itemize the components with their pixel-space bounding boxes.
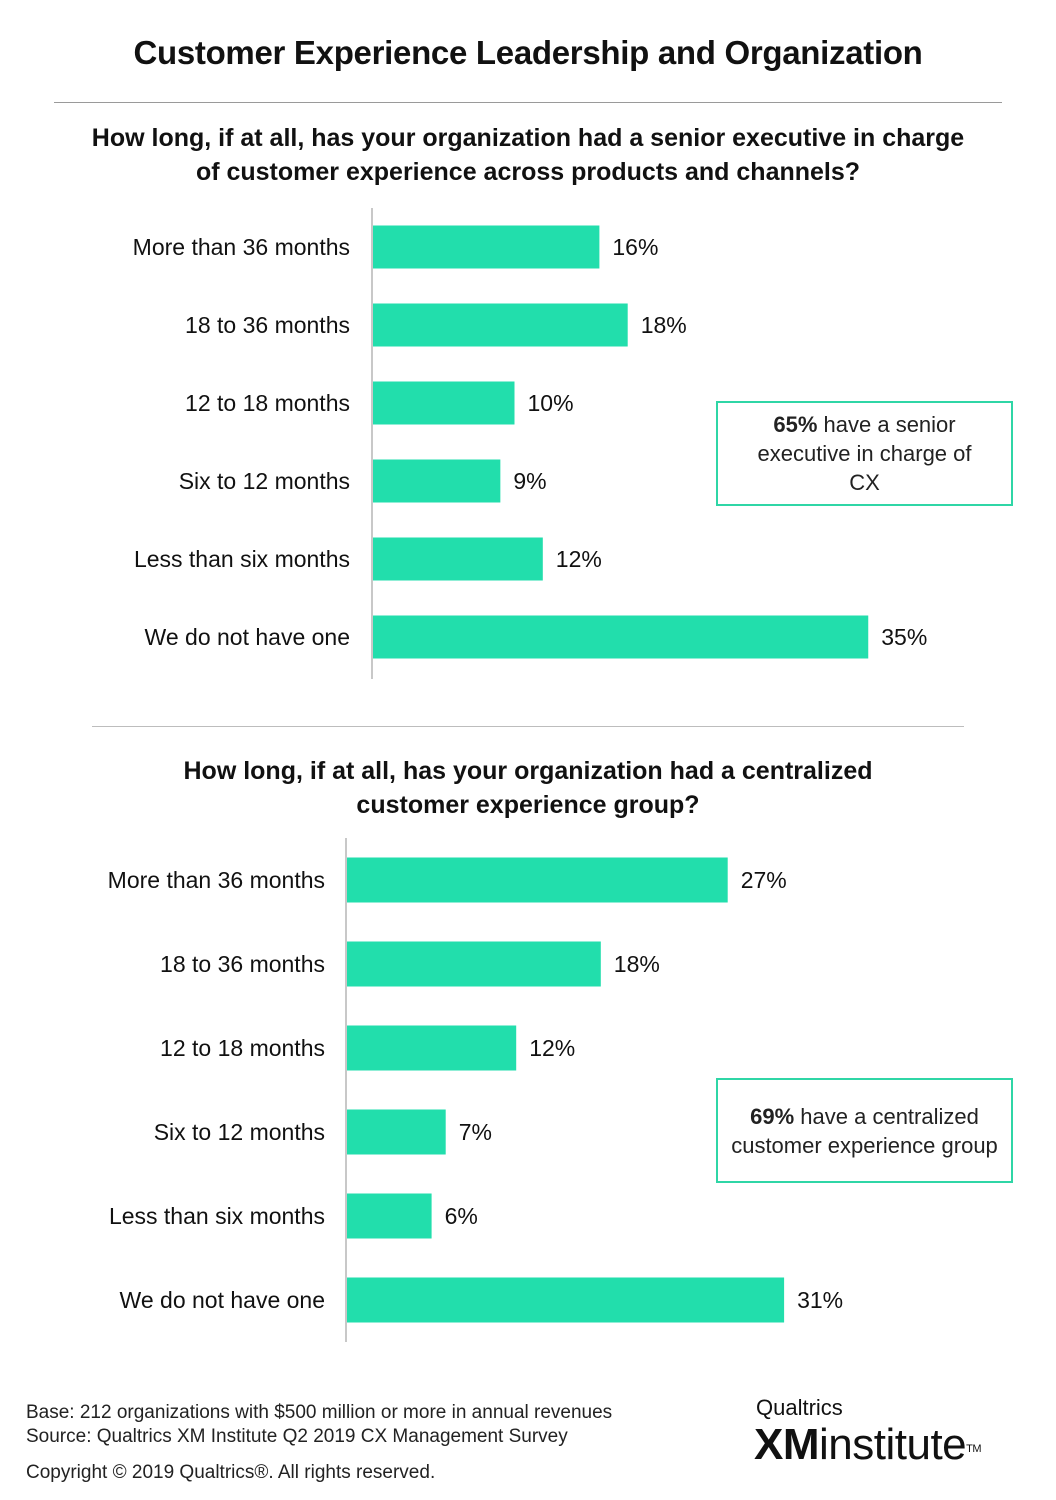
chart2-category-label-5: We do not have one	[120, 1287, 325, 1313]
footer-base: Base: 212 organizations with $500 millio…	[26, 1402, 613, 1423]
footer-copyright: Copyright © 2019 Qualtrics®. All rights …	[26, 1462, 436, 1483]
chart2-bar-chart: More than 36 months 27% 18 to 36 months 18%…	[108, 838, 843, 1342]
chart1-bar-0	[373, 225, 600, 269]
chart2-bar-4	[347, 1193, 432, 1239]
chart1-callout-value: 65%	[773, 412, 818, 437]
chart1-category-label-1: 18 to 36 months	[185, 312, 350, 338]
chart2-bar-3	[347, 1109, 446, 1155]
page-title: Customer Experience Leadership and Organ…	[133, 34, 923, 71]
chart1-category-label-0: More than 36 months	[133, 234, 350, 260]
chart2-category-label-4: Less than six months	[109, 1203, 325, 1229]
chart1-category-label-3: Six to 12 months	[179, 468, 350, 494]
chart2-category-label-3: Six to 12 months	[154, 1119, 325, 1145]
chart2-category-label-1: 18 to 36 months	[160, 951, 325, 977]
logo-xm: XM	[754, 1420, 820, 1469]
chart1-callout-text: have a senior executive in charge of CX	[757, 412, 972, 495]
chart1-value-label-2: 10%	[528, 390, 574, 416]
logo-institute: institute	[819, 1420, 967, 1469]
chart2-category-label-0: More than 36 months	[108, 867, 325, 893]
chart2-callout-text: have a centralized customer experience g…	[731, 1103, 998, 1158]
chart2-value-label-0: 27%	[741, 867, 787, 893]
chart1-value-label-5: 35%	[881, 624, 927, 650]
logo-tm: TM	[966, 1443, 982, 1455]
section-divider	[92, 726, 964, 727]
chart2-value-label-2: 12%	[529, 1035, 575, 1061]
chart1-bar-2	[373, 381, 515, 425]
chart1-bar-4	[373, 537, 543, 581]
chart1-category-label-4: Less than six months	[134, 546, 350, 572]
chart1-callout: 65% have a senior executive in charge of…	[716, 401, 1013, 506]
footer-source: Source: Qualtrics XM Institute Q2 2019 C…	[26, 1426, 568, 1447]
chart1-value-label-3: 9%	[513, 468, 546, 494]
chart2-bar-0	[347, 857, 728, 903]
xm-institute-logo: XMinstituteTM	[754, 1420, 982, 1470]
chart2-bar-2	[347, 1025, 517, 1071]
title-divider	[54, 102, 1002, 103]
chart1-bar-chart: More than 36 months 16% 18 to 36 months 18%…	[133, 208, 927, 679]
chart1-bar-3	[373, 459, 501, 503]
chart2-value-label-4: 6%	[445, 1203, 478, 1229]
chart1-bar-5	[373, 615, 869, 659]
chart1-value-label-4: 12%	[556, 546, 602, 572]
chart2-callout: 69% have a centralized customer experien…	[716, 1078, 1013, 1183]
chart1-category-label-5: We do not have one	[145, 624, 350, 650]
chart2-callout-value: 69%	[750, 1103, 795, 1129]
chart2-bar-1	[347, 941, 601, 987]
chart2-bar-5	[347, 1277, 785, 1323]
chart2-title: How long, if at all, has your organizati…	[183, 757, 873, 819]
chart2-value-label-1: 18%	[614, 951, 660, 977]
chart2-category-label-2: 12 to 18 months	[160, 1035, 325, 1061]
logo-brand: Qualtrics	[756, 1395, 843, 1420]
chart1-value-label-0: 16%	[612, 234, 658, 260]
chart2-value-label-5: 31%	[797, 1287, 843, 1313]
chart1-value-label-1: 18%	[641, 312, 687, 338]
chart1-category-label-2: 12 to 18 months	[185, 390, 350, 416]
chart1-title: How long, if at all, has your organizati…	[91, 124, 965, 186]
chart2-value-label-3: 7%	[459, 1119, 492, 1145]
chart1-bar-1	[373, 303, 628, 347]
